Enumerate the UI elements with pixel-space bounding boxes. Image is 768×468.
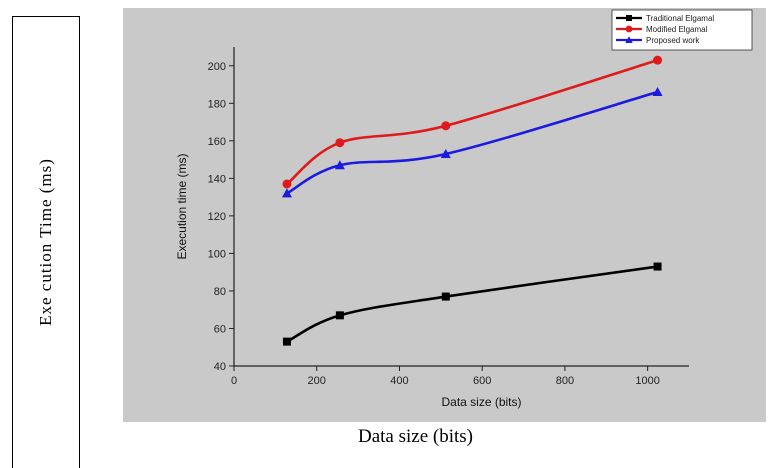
data-point-proposed-work: [652, 87, 663, 97]
y-tick-label: 60: [214, 323, 226, 335]
data-point-modified-elgamal: [335, 138, 345, 148]
data-point-traditional-elgamal: [335, 311, 344, 320]
left-label-box: [12, 16, 80, 468]
data-point-modified-elgamal: [653, 55, 663, 65]
series-traditional-elgamal: [282, 262, 662, 346]
x-tick-label: 1000: [635, 375, 659, 387]
chart-background: [123, 8, 766, 422]
x-tick-label: 600: [473, 375, 491, 387]
series-proposed-work: [281, 87, 663, 198]
data-point-proposed-work: [281, 188, 292, 198]
y-tick-label: 40: [214, 361, 226, 373]
series-line-modified-elgamal: [286, 58, 658, 186]
series-layer: [281, 55, 663, 346]
data-point-proposed-work: [334, 160, 345, 170]
outer-x-axis-label: Data size (bits): [358, 426, 474, 447]
data-point-modified-elgamal: [282, 179, 292, 189]
x-tick-label: 0: [231, 375, 237, 387]
y-tick-label: 100: [208, 248, 226, 260]
y-axis-title: Execution time (ms): [175, 153, 189, 259]
y-tick-label: 160: [208, 136, 226, 148]
axes: 40 60 80 100 120 140 160 180 200 0 200 400 600 800 100…: [175, 47, 689, 409]
y-tick-label: 180: [208, 98, 226, 110]
legend: Traditional Elgamal Modified Elgamal Propo…: [611, 9, 753, 51]
legend-marker-traditional-elgamal: [626, 15, 632, 21]
x-tick-label: 400: [390, 375, 408, 387]
data-point-traditional-elgamal: [282, 337, 291, 346]
legend-label-proposed-work: Proposed work: [646, 36, 700, 45]
y-tick-label: 120: [208, 211, 226, 223]
data-point-proposed-work: [440, 148, 451, 158]
data-point-modified-elgamal: [441, 121, 451, 131]
series-modified-elgamal: [282, 55, 663, 189]
legend-marker-proposed-work: [625, 36, 633, 43]
data-point-traditional-elgamal: [441, 292, 450, 301]
y-tick-label: 80: [214, 286, 226, 298]
legend-label-modified-elgamal: Modified Elgamal: [646, 25, 708, 34]
x-tick-label: 800: [556, 375, 574, 387]
legend-label-traditional-elgamal: Traditional Elgamal: [646, 14, 714, 23]
x-tick-label: 200: [308, 375, 326, 387]
series-line-traditional-elgamal: [286, 265, 658, 343]
y-tick-label: 140: [208, 173, 226, 185]
data-point-traditional-elgamal: [653, 262, 662, 271]
x-axis-title: Data size (bits): [441, 395, 521, 409]
series-line-proposed-work: [286, 90, 658, 195]
y-tick-label: 200: [208, 61, 226, 73]
legend-marker-modified-elgamal: [625, 25, 633, 33]
